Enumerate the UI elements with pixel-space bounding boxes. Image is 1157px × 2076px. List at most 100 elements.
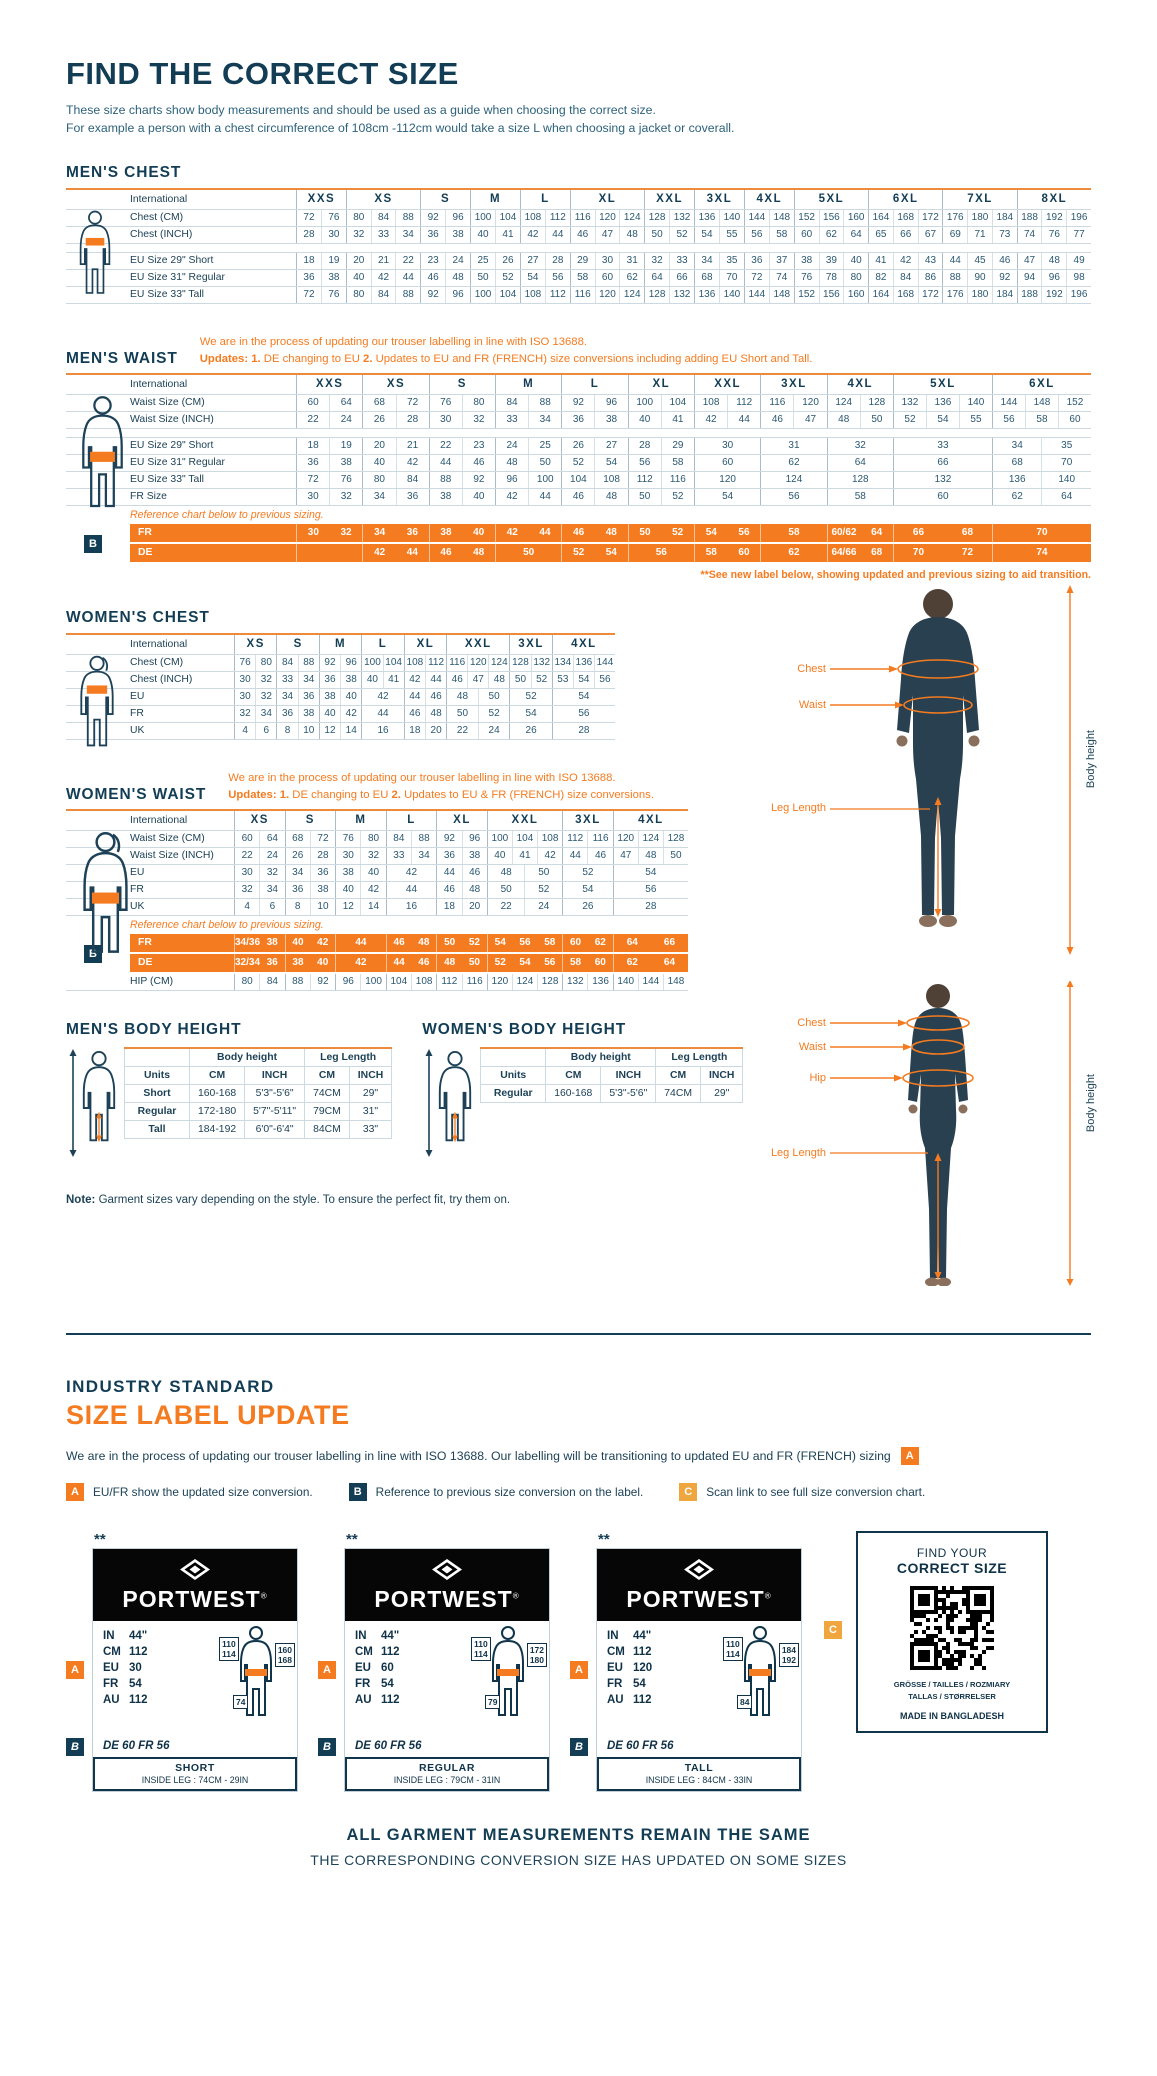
cell-group: 42 44 bbox=[403, 671, 446, 688]
cell-group: 54 bbox=[551, 688, 615, 705]
cell: 41 bbox=[511, 847, 537, 864]
qr-languages: GRÖSSE / TAILLES / ROZMIARY TALLAS / STØ… bbox=[868, 1679, 1036, 1703]
cell: 28 bbox=[544, 252, 570, 269]
measurement-value: 54 bbox=[381, 1677, 394, 1690]
cell-group: 92 96 bbox=[318, 654, 361, 671]
cell-group: 42 bbox=[335, 953, 386, 972]
measurement-key: EU bbox=[355, 1661, 371, 1674]
cell: 60/62 bbox=[831, 526, 857, 538]
cell: 22 bbox=[456, 724, 469, 736]
cell: 56 bbox=[578, 707, 590, 719]
cell: 40 bbox=[340, 688, 361, 705]
measurement-value: 30 bbox=[129, 1661, 142, 1674]
fit-caption: REGULAR INSIDE LEG : 79CM - 31IN bbox=[345, 1756, 549, 1791]
cell: 22 bbox=[500, 900, 512, 912]
cell: 64 bbox=[329, 394, 362, 411]
cell: 36 bbox=[309, 864, 335, 881]
footer-line-1: ALL GARMENT MEASUREMENTS REMAIN THE SAME bbox=[346, 1825, 811, 1844]
table-row: EU Size 31" Regular 36 38 40 42 44 46 48 50 52 54 5… bbox=[66, 454, 1091, 472]
cell: 46 bbox=[418, 956, 430, 968]
cell-group: 80 84 88 bbox=[345, 286, 420, 303]
cell: 30 bbox=[307, 490, 319, 502]
cell: 38 bbox=[440, 526, 452, 538]
cell-group: 68 70 bbox=[694, 269, 744, 286]
column-header-xl: XL bbox=[569, 189, 644, 209]
measurement-key: AU bbox=[103, 1693, 120, 1706]
measurement-value: 112 bbox=[129, 1693, 148, 1706]
row-label: UK bbox=[130, 724, 145, 736]
cell-group: 188 192 196 bbox=[1016, 209, 1091, 226]
cell: 48 bbox=[488, 671, 509, 688]
cell-group: 54 55 bbox=[694, 226, 744, 243]
cell-group: 41 42 43 bbox=[868, 252, 942, 269]
woman-silhouette bbox=[830, 980, 1074, 1286]
cell: 42 bbox=[374, 546, 386, 558]
cell-group: 32 33 34 bbox=[345, 226, 420, 243]
cell: 19 bbox=[320, 252, 346, 269]
cell: 40 bbox=[373, 456, 385, 468]
cell: 152 bbox=[1057, 394, 1091, 411]
cell: 152 bbox=[798, 211, 815, 223]
cell-group: 32 bbox=[826, 437, 893, 454]
cell: 34 bbox=[292, 866, 304, 878]
cell: 84 bbox=[281, 656, 294, 668]
update-intro-text: We are in the process of updating our tr… bbox=[66, 1448, 891, 1463]
cell: 48 bbox=[473, 546, 485, 558]
cell-group: 50 52 bbox=[470, 269, 520, 286]
cell-group: 88 92 bbox=[284, 973, 336, 990]
mens-waist-section: MEN'S WAIST We are in the process of upd… bbox=[66, 334, 1091, 581]
cell: 55 bbox=[718, 226, 744, 243]
cell: 88 bbox=[949, 271, 961, 283]
cell: 144 bbox=[748, 211, 766, 223]
cell-group: 56 bbox=[627, 543, 694, 562]
cell: 64 bbox=[651, 271, 663, 283]
cell: 44 bbox=[377, 707, 389, 719]
group-header: Body height bbox=[188, 1047, 306, 1067]
cell: 62 bbox=[788, 546, 800, 558]
cell: 58 bbox=[854, 490, 866, 502]
cell: 72 bbox=[303, 288, 315, 300]
cell-group: 72 76 bbox=[296, 471, 362, 488]
cell: 25 bbox=[528, 437, 561, 454]
row-label: UK bbox=[130, 900, 145, 912]
note-segment: DE changing to EU bbox=[289, 788, 392, 801]
cell: 31 bbox=[619, 252, 644, 269]
cell-group: 33 34 bbox=[276, 671, 318, 688]
cell: 48 bbox=[500, 866, 512, 878]
cell: 32 bbox=[854, 439, 866, 451]
table-row: FR 34/36 38 40 42 44 46 48 50 52 54 56 58 60 62 64 66 bbox=[130, 933, 688, 954]
cell-group: 112 116 bbox=[627, 471, 694, 488]
column-header-3xl: 3XL bbox=[760, 374, 826, 394]
cell: 22 bbox=[307, 413, 319, 425]
chest-size-box: 110 114 bbox=[471, 1636, 491, 1661]
cell: 184 bbox=[991, 286, 1017, 303]
box-line: 114 bbox=[474, 1648, 488, 1659]
table-row: Waist Size (CM) 60 64 68 72 76 80 84 88 92 96 100 10… bbox=[66, 830, 688, 848]
update-intro: We are in the process of updating our tr… bbox=[66, 1446, 1091, 1465]
cell-group: 30 32 bbox=[234, 864, 285, 881]
cell: 132 bbox=[901, 396, 919, 408]
column-header-xl: XL bbox=[403, 634, 446, 654]
cell-group: 38 40 bbox=[428, 488, 495, 505]
cell: 66 bbox=[669, 269, 694, 286]
cell-group: 34/36 38 bbox=[234, 933, 285, 952]
legend-item: C Scan link to see full size conversion c… bbox=[679, 1482, 925, 1501]
cell: 84 bbox=[892, 269, 918, 286]
cell: 52 bbox=[573, 546, 585, 558]
cell: 46 bbox=[991, 252, 1017, 269]
cell-group: 92 96 bbox=[420, 209, 470, 226]
box-line: 160 bbox=[277, 1644, 292, 1655]
cell-group: 52 bbox=[562, 864, 613, 881]
cell: 14 bbox=[360, 898, 385, 915]
cell: 84 bbox=[259, 973, 284, 990]
fit-name: REGULAR bbox=[418, 1761, 476, 1774]
height-value: 5'7"-5'11" bbox=[244, 1101, 306, 1121]
qr-find-your: FIND YOUR bbox=[916, 1545, 988, 1560]
cell: 80 bbox=[373, 473, 385, 485]
cell-group: 36 38 bbox=[420, 226, 470, 243]
cell: 18 bbox=[443, 900, 455, 912]
cell: 52 bbox=[524, 881, 562, 898]
column-header-xxl: XXL bbox=[486, 810, 562, 830]
column-header-l: L bbox=[385, 810, 437, 830]
cell: 92 bbox=[991, 269, 1017, 286]
